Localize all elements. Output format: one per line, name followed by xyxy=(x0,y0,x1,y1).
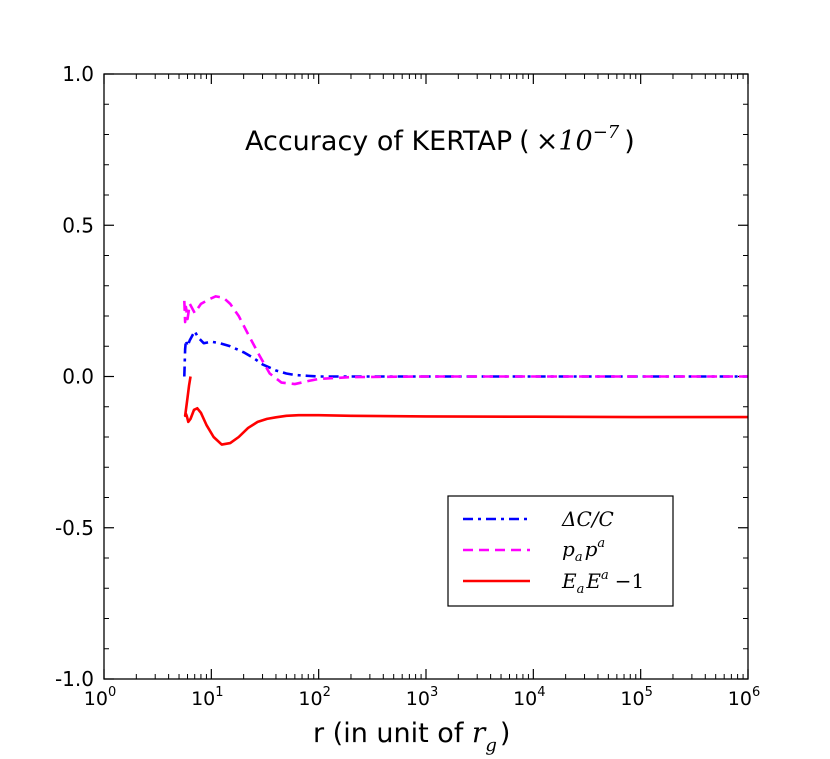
legend-label-ee: Ea Ea −1 xyxy=(561,568,644,597)
y-tick-label: 1.0 xyxy=(62,62,94,86)
x-tick-label: 101 xyxy=(191,685,223,710)
y-tick-label: 0.5 xyxy=(62,213,94,237)
x-tick-label: 104 xyxy=(513,685,545,710)
series-line-0 xyxy=(183,329,748,378)
series-line-1 xyxy=(183,295,748,386)
x-tick-label: 105 xyxy=(620,685,652,710)
chart-title-paren-close: ) xyxy=(624,126,635,157)
plot-frame xyxy=(103,73,749,680)
series-layer xyxy=(183,295,748,446)
x-axis-label-math: r xyxy=(472,716,487,749)
x-axis-label-sub: g xyxy=(485,735,497,755)
y-tick-label: 0.0 xyxy=(62,365,94,389)
x-tick-label: 100 xyxy=(84,685,116,710)
x-tick-label: 106 xyxy=(728,685,760,710)
y-tick-label: -1.0 xyxy=(55,667,94,691)
chart-title-paren-open: ( xyxy=(519,126,530,157)
chart-title-factor-exp: −7 xyxy=(593,122,620,143)
legend: ΔC/C pa pa Ea Ea −1 xyxy=(447,495,674,607)
series-line-2 xyxy=(183,376,748,446)
y-tick-label: -0.5 xyxy=(55,516,94,540)
x-tick-label: 103 xyxy=(406,685,438,710)
legend-label-pp: pa pa xyxy=(562,536,605,565)
x-axis-label-text: r (in unit of xyxy=(313,718,472,749)
chart-title: Accuracy of KERTAP(×10−7) xyxy=(245,122,635,157)
x-tick-label: 102 xyxy=(298,685,330,710)
legend-label-delta-c: ΔC/C xyxy=(561,507,614,531)
chart-title-text: Accuracy of KERTAP xyxy=(245,126,512,157)
chart-title-factor: ×10 xyxy=(536,126,593,157)
x-axis-label-close: ) xyxy=(500,718,511,749)
x-axis-label: r (in unit of rg) xyxy=(313,716,510,755)
